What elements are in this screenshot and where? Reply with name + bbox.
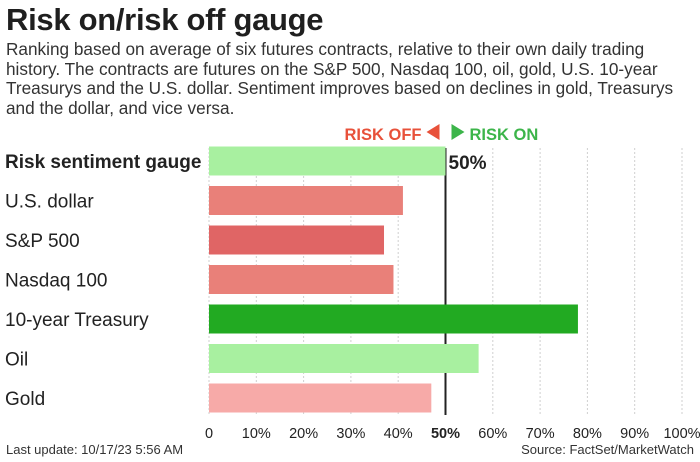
x-tick-label: 20% (289, 426, 318, 442)
x-tick-label: 0 (205, 426, 213, 442)
risk-on-arrow-icon (451, 124, 465, 140)
bar (209, 146, 446, 176)
category-label: U.S. dollar (5, 192, 94, 213)
category-label: Nasdaq 100 (5, 271, 107, 292)
category-label: Risk sentiment gauge (5, 152, 201, 173)
category-label: 10-year Treasury (5, 310, 149, 331)
data-label: 50% (449, 153, 487, 174)
legend-risk-on-label: RISK ON (470, 126, 539, 144)
bar (209, 265, 394, 294)
chart-subtitle: Ranking based on average of six futures … (6, 39, 674, 118)
legend-risk-off-label: RISK OFF (345, 126, 422, 144)
x-tick-label: 90% (620, 426, 649, 442)
x-tick-label: 100% (663, 426, 700, 442)
bar (209, 304, 578, 334)
x-tick-label: 50% (431, 426, 460, 442)
x-tick-label: 80% (573, 426, 602, 442)
source-note: Source: FactSet/MarketWatch (521, 442, 694, 457)
category-label: Oil (5, 350, 28, 371)
chart-title: Risk on/risk off gauge (6, 2, 324, 37)
bar (209, 186, 403, 215)
last-update-note: Last update: 10/17/23 5:56 AM (6, 442, 184, 457)
x-tick-label: 40% (384, 426, 413, 442)
category-label: S&P 500 (5, 231, 80, 252)
x-tick-label: 70% (526, 426, 555, 442)
bar (209, 383, 432, 413)
category-label: Gold (5, 389, 45, 410)
risk-off-arrow-icon (426, 124, 440, 140)
bar (209, 344, 479, 373)
x-tick-label: 30% (336, 426, 365, 442)
x-tick-label: 10% (242, 426, 271, 442)
x-tick-label: 60% (478, 426, 507, 442)
bar (209, 225, 385, 255)
